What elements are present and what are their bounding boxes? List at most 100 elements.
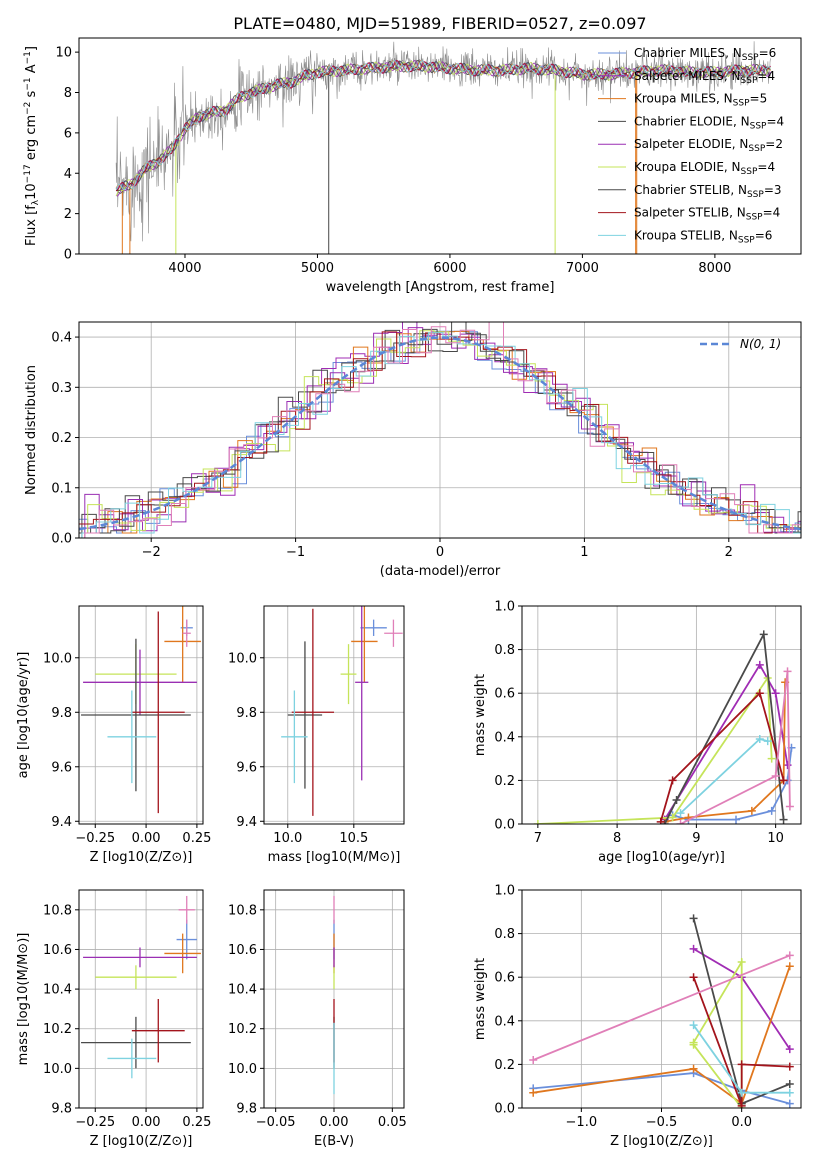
model-fit-line	[115, 59, 771, 192]
y-axis-label: mass weight	[473, 674, 488, 756]
weight-point-marker	[771, 772, 780, 781]
x-tick-label: 5000	[301, 261, 334, 276]
y-axis-label: mass weight	[473, 958, 488, 1040]
y-tick-label: 0.1	[51, 481, 72, 496]
y-tick-label: 10.4	[228, 983, 257, 998]
axes: −0.25 0.00 0.25 9.4 9.6 9.8 10.0 Z [log10(Z/Z⊙)…	[16, 605, 211, 865]
plot-area	[81, 606, 201, 814]
x-tick-label: 8000	[698, 261, 731, 276]
weight-series-line	[663, 631, 785, 824]
weight-series-line	[659, 691, 785, 823]
axes: 4000 5000 6000 7000 8000 0 2 4 6 8 10 wavelength [A…	[23, 37, 802, 295]
y-tick-label: 9.8	[236, 1102, 257, 1117]
weight-point-marker	[785, 1045, 794, 1054]
x-axis-label: Z [log10(Z/Z⊙)]	[90, 850, 193, 865]
panel-7: −0.05 0.00 0.05 9.8 10.0 10.2 10.4 10.6 10.8 E(B-…	[228, 889, 407, 1149]
model-fit-line	[115, 60, 771, 197]
panel-6: −0.25 0.00 0.25 9.8 10.0 10.2 10.4 10.6 10.8 Z [l…	[16, 889, 211, 1149]
grid	[79, 890, 203, 1109]
weight-point-marker	[668, 813, 677, 822]
x-tick-label: 10.5	[339, 831, 368, 846]
weight-point-marker	[533, 820, 542, 824]
y-tick-label: 0.0	[494, 1102, 515, 1117]
y-tick-label: 9.8	[51, 706, 72, 721]
axes: 10.0 10.5 9.4 9.6 9.8 10.0 mass [log10(M/M⊙)]	[228, 605, 405, 865]
weight-point-marker	[656, 817, 665, 824]
weight-point-marker	[676, 809, 685, 818]
axes: 7 8 9 10 0.0 0.2 0.4 0.6 0.8 1.0 age [log10(age/yr…	[473, 600, 802, 865]
weight-point-marker	[747, 806, 756, 815]
weight-series-line	[532, 954, 791, 1061]
x-tick-label: 7	[534, 831, 542, 846]
y-tick-label: 0.2	[51, 431, 72, 446]
legend-label: Chabrier MILES, NSSP=6	[634, 46, 776, 63]
x-tick-label: −0.05	[256, 1115, 296, 1130]
y-tick-label: 9.6	[51, 760, 72, 775]
x-tick-label: 8	[613, 831, 621, 846]
y-tick-label: 0.3	[51, 381, 72, 396]
x-axis-label: (data-model)/error	[380, 564, 501, 579]
y-tick-label: 0.4	[51, 331, 72, 346]
histogram-step-line	[81, 332, 801, 538]
y-tick-label: 8	[64, 86, 72, 101]
model-fit-line	[115, 59, 771, 191]
y-tick-label: 9.8	[236, 706, 257, 721]
axes: −1.0 −0.5 0.0 0.0 0.2 0.4 0.6 0.8 1.0 Z [log10(Z/…	[473, 884, 802, 1149]
weight-point-marker	[755, 689, 764, 698]
x-tick-label: 0.0	[731, 1115, 752, 1130]
y-tick-label: 9.4	[236, 815, 257, 830]
y-tick-label: 10.0	[228, 651, 257, 666]
legend: N(0, 1)	[700, 337, 781, 351]
x-axis-label: Z [log10(Z/Z⊙)]	[610, 1134, 713, 1149]
x-tick-label: 10	[767, 831, 784, 846]
histogram-step-line	[79, 322, 801, 534]
weight-point-marker	[737, 957, 746, 966]
y-tick-label: 0.2	[494, 774, 515, 789]
y-axis-label: age [log10(age/yr)]	[16, 652, 31, 779]
weight-point-marker	[689, 944, 698, 953]
x-tick-label: −0.25	[75, 831, 115, 846]
weight-point-marker	[763, 737, 772, 746]
plot-area	[115, 41, 771, 254]
legend-label: Chabrier STELIB, NSSP=3	[634, 183, 782, 200]
x-axis-label: wavelength [Angstrom, rest frame]	[326, 280, 555, 295]
x-tick-label: 0.05	[378, 1115, 407, 1130]
weight-point-marker	[529, 1088, 538, 1097]
axes-frame	[78, 37, 802, 255]
weight-point-marker	[689, 1040, 698, 1049]
weight-point-marker	[785, 962, 794, 971]
weight-point-marker	[668, 776, 677, 785]
y-tick-label: 10.4	[43, 983, 72, 998]
weight-point-marker	[759, 630, 768, 639]
plot-area	[281, 606, 403, 816]
y-tick-label: 10.0	[43, 651, 72, 666]
legend-label: Salpeter STELIB, NSSP=4	[634, 206, 780, 223]
weight-point-marker	[732, 815, 741, 824]
x-tick-label: −2	[142, 545, 161, 560]
x-axis-label: age [log10(age/yr)]	[598, 850, 725, 865]
plot-area	[79, 322, 801, 538]
legend-label: Chabrier ELODIE, NSSP=4	[634, 114, 784, 131]
y-tick-label: 0.8	[494, 643, 515, 658]
plot-area	[533, 630, 796, 824]
axes-frame	[263, 605, 405, 825]
weight-point-marker	[783, 667, 792, 676]
y-tick-label: 10.0	[228, 1062, 257, 1077]
axes: −2 −1 0 1 2 0.0 0.1 0.2 0.3 0.4 (data-model)/error…	[24, 321, 802, 579]
y-tick-label: 0.4	[494, 730, 515, 745]
grid	[264, 606, 404, 824]
legend-label: N(0, 1)	[740, 337, 781, 351]
plot-area	[529, 914, 794, 1108]
histogram-step-line	[84, 322, 801, 538]
panel-5: 7 8 9 10 0.0 0.2 0.4 0.6 0.8 1.0 age [log10(age/yr…	[473, 600, 802, 865]
weight-series-line	[537, 675, 773, 824]
x-axis-label: E(B-V)	[314, 1134, 354, 1149]
weight-point-marker	[689, 1021, 698, 1030]
y-tick-label: 6	[64, 126, 72, 141]
legend-label: Kroupa ELODIE, NSSP=4	[634, 160, 775, 177]
weight-point-marker	[672, 796, 681, 805]
weight-series-line	[533, 966, 791, 1106]
y-tick-label: 2	[64, 207, 72, 222]
x-tick-label: −0.5	[646, 1115, 678, 1130]
